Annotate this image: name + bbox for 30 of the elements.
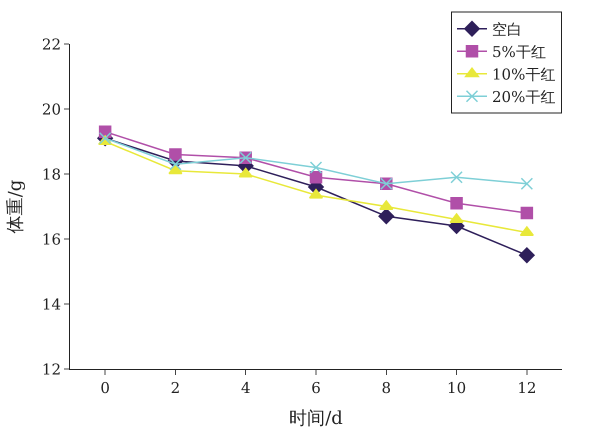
x-tick-label: 10 [447, 379, 466, 397]
y-tick-label: 18 [42, 165, 61, 184]
point [308, 188, 324, 199]
y-tick-label: 22 [42, 35, 61, 54]
x-tick-label: 2 [170, 379, 180, 397]
point [450, 171, 463, 184]
x-axis-title: 时间/d [289, 408, 343, 430]
legend-label: 10%干红 [492, 66, 556, 84]
legend-label: 20%干红 [492, 88, 556, 106]
point [169, 148, 182, 161]
x-tick-label: 6 [311, 379, 321, 397]
y-tick-label: 14 [42, 295, 61, 314]
x-tick-label: 12 [517, 379, 536, 397]
point [310, 161, 322, 174]
point [450, 197, 463, 210]
x-tick-label: 0 [100, 379, 110, 397]
y-tick-label: 20 [42, 100, 61, 118]
point [378, 208, 394, 224]
point [520, 206, 534, 220]
legend-label: 空白 [492, 20, 522, 39]
point [169, 158, 182, 170]
x-tick-label: 4 [240, 379, 250, 397]
point [518, 247, 535, 264]
y-tick-label: 12 [42, 360, 61, 378]
y-tick-label: 16 [42, 230, 61, 248]
point [310, 171, 322, 184]
y-axis-title: 体重/g [5, 180, 26, 234]
legend-label: 5%干红 [492, 43, 546, 62]
x-tick-label: 8 [382, 379, 392, 397]
point [520, 178, 534, 190]
